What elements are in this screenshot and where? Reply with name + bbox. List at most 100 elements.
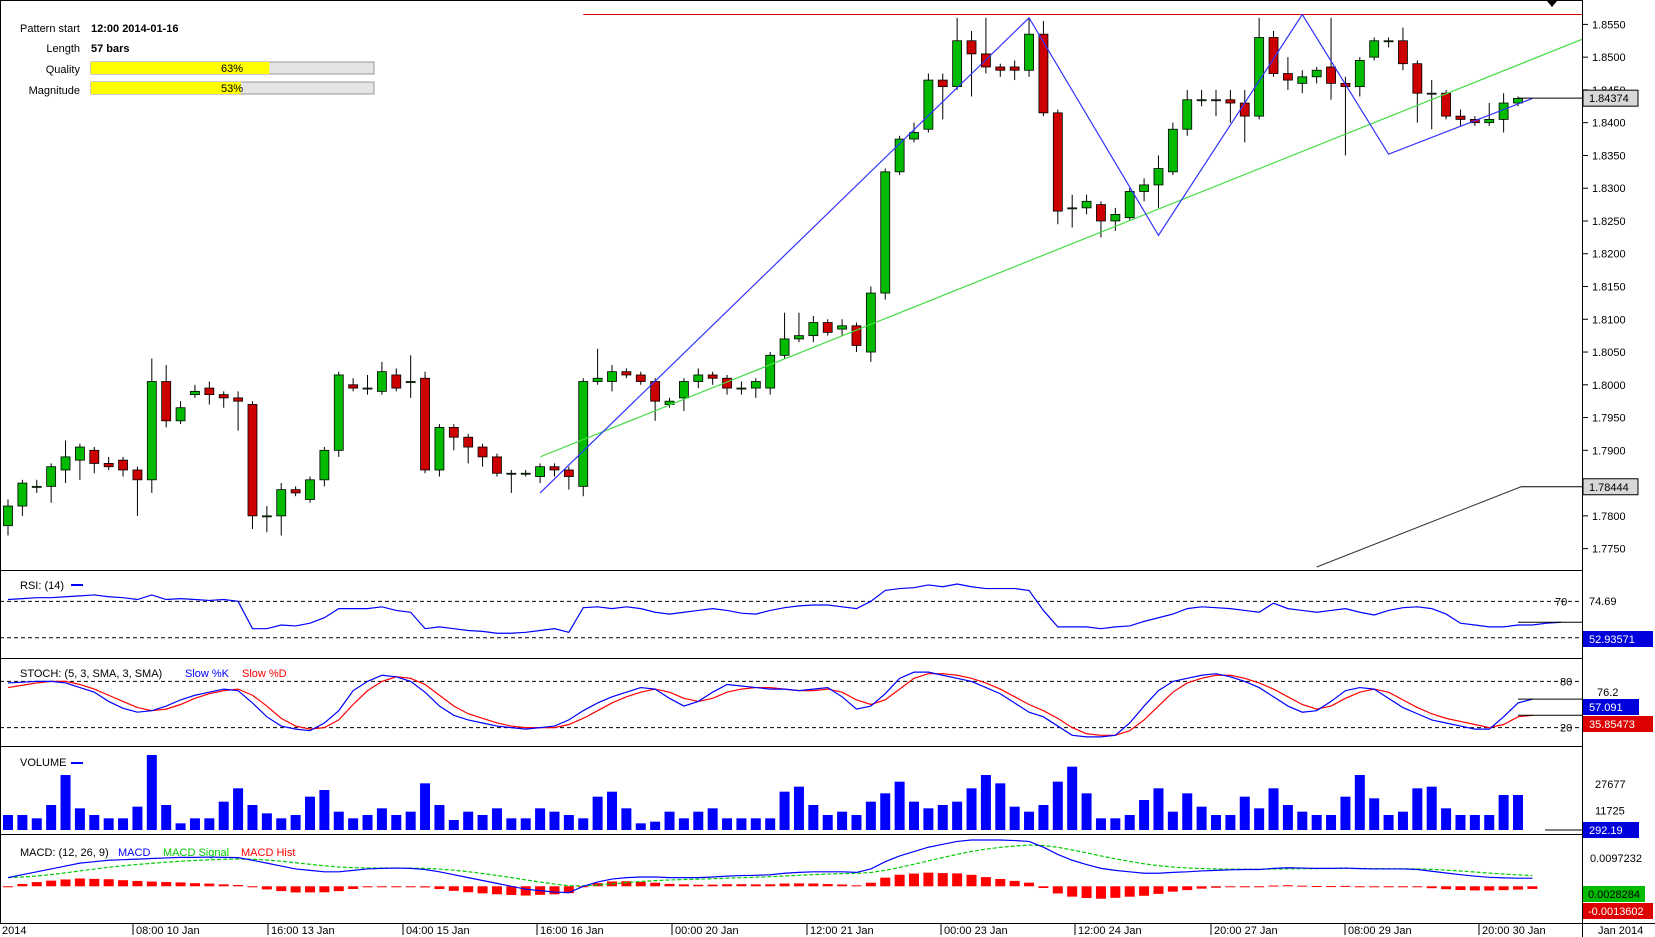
macd-hist-bar [765, 884, 776, 887]
volume-bar [391, 815, 402, 830]
volume-bar [1167, 811, 1178, 830]
macd-hist-bar [592, 883, 603, 887]
volume-bar [1081, 793, 1092, 830]
volume-bar [89, 815, 100, 830]
macd-hist-bar [793, 883, 804, 887]
volume-bar [218, 801, 229, 830]
macd-hist-bar [348, 886, 359, 889]
macd-hist-box [1583, 903, 1653, 919]
macd-hist-bar [3, 886, 13, 888]
stoch-level-label: 80 [1560, 676, 1572, 688]
stoch-k-value: 57.091 [1589, 702, 1623, 714]
macd-hist-bar [851, 885, 862, 887]
volume-bar [175, 823, 186, 830]
macd-hist-bar [1024, 882, 1035, 887]
volume-bar [1139, 800, 1150, 830]
macd-hist-bar [1311, 886, 1322, 888]
price-tick-label: 1.8500 [1592, 52, 1626, 64]
price-tick-label: 1.7750 [1592, 544, 1626, 556]
volume-bar [60, 775, 71, 830]
macd-hist-bar [1498, 886, 1509, 891]
candle-body [175, 407, 186, 422]
macd-hist-bar [1369, 886, 1380, 888]
macd-hist-bar [434, 886, 445, 890]
candle-body [348, 384, 359, 389]
price-tick-label: 1.8300 [1592, 183, 1626, 195]
volume-bar [463, 811, 474, 830]
candle-body [290, 489, 301, 494]
macd-hist-bar [362, 886, 373, 888]
time-tick-label: 08:00 29 Jan [1348, 925, 1412, 937]
candle-body [103, 463, 114, 468]
volume-bar [1354, 775, 1365, 830]
candle-body [1139, 184, 1149, 192]
candle-body [750, 381, 761, 389]
volume-title: VOLUME [20, 757, 66, 769]
volume-bar [736, 818, 747, 830]
macd-hist-bar [1282, 885, 1293, 887]
candle-body [448, 426, 459, 438]
candle-body [146, 381, 157, 481]
rsi-panel: RSI: (14) 70 74.69 52.93571 [0, 580, 1653, 647]
candle-body [909, 132, 919, 140]
volume-bar [1412, 788, 1423, 830]
volume-bar [376, 808, 387, 830]
macd-line [7, 839, 1533, 894]
scroll-marker-icon[interactable] [1547, 1, 1557, 7]
volume-bar [118, 818, 129, 830]
macd-hist-bar [1412, 886, 1423, 888]
volume-bar [1426, 786, 1437, 830]
rsi-current-box [1583, 631, 1653, 647]
volume-bar [535, 808, 546, 830]
candle-body [1196, 99, 1207, 102]
candle-body [563, 469, 574, 477]
volume-bar [276, 818, 287, 830]
candle-body [1311, 69, 1322, 78]
magnitude-bar-fill [91, 82, 241, 94]
macd-hist-bar [1124, 886, 1135, 897]
macd-hist-bar [161, 882, 172, 887]
candle-body [161, 381, 172, 422]
macd-tick-label: 0.0097232 [1590, 853, 1642, 865]
volume-bar [1484, 815, 1495, 830]
candle-body [1412, 63, 1423, 94]
volume-bar [448, 820, 459, 830]
volume-bar [31, 818, 42, 830]
macd-hist-bar [1081, 886, 1092, 899]
price-tick-label: 1.8100 [1592, 314, 1626, 326]
candle-body [520, 472, 531, 475]
candle-body [736, 387, 747, 390]
macd-hist-bar [290, 886, 301, 893]
volume-bar [1052, 781, 1063, 830]
volume-bar [204, 818, 215, 830]
candle-body [621, 371, 632, 376]
candle-body [549, 466, 560, 471]
macd-hist-bar [204, 883, 215, 887]
volume-bar [1469, 815, 1480, 830]
volume-bar [261, 813, 272, 830]
macd-hist-bar [1009, 880, 1020, 887]
volume-bar [578, 818, 589, 830]
volume-bar [1239, 796, 1250, 830]
macd-hist-bar [635, 881, 646, 887]
candle-body [808, 322, 819, 337]
rsi-title: RSI: (14) [20, 580, 64, 592]
macd-hist-bar [477, 886, 488, 894]
macd-hist-bar [621, 881, 632, 887]
magnitude-label: Magnitude [29, 85, 80, 97]
macd-hist-bar [319, 886, 330, 893]
macd-hist-bar [146, 881, 157, 887]
macd-hist-bar [46, 880, 57, 887]
volume-bar [1268, 788, 1279, 830]
candle-body [1297, 76, 1308, 84]
macd-panel: MACD: (12, 26, 9) MACD MACD Signal MACD His… [3, 839, 1653, 919]
volume-bar [1369, 798, 1380, 830]
time-tick-label: 12:00 21 Jan [810, 925, 874, 937]
time-axis: 2014 08:00 10 Jan 16:00 13 Jan 04:00 15 Jan… [0, 923, 1655, 937]
rsi-last-label: 74.69 [1589, 596, 1617, 608]
macd-hist-bar [103, 879, 114, 887]
volume-bar [46, 805, 57, 830]
price-tick-label: 1.8400 [1592, 118, 1626, 130]
candle-body [1052, 112, 1063, 212]
